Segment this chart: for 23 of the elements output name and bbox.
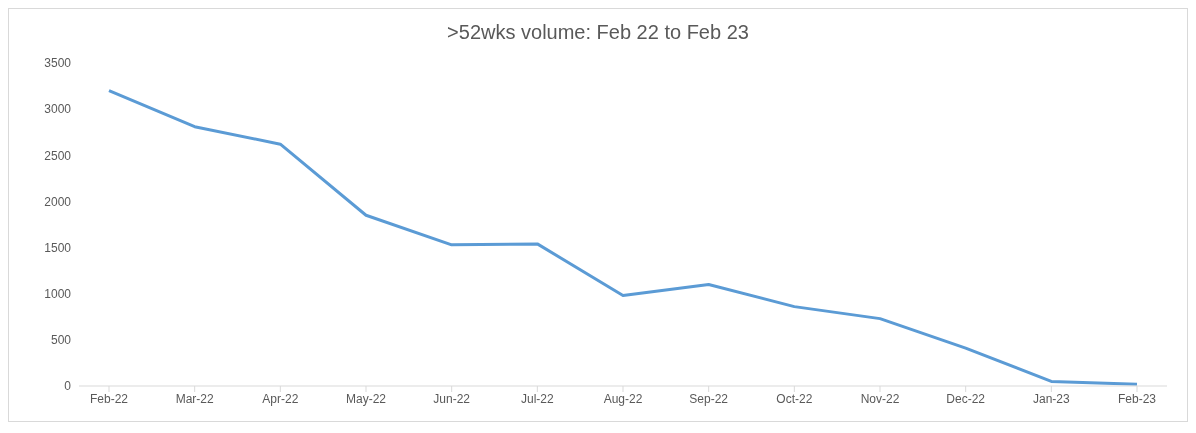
y-tick-label: 3500 xyxy=(44,56,72,71)
x-tick-label: Apr-22 xyxy=(262,391,299,406)
x-tick-label: Sep-22 xyxy=(689,391,729,406)
x-tick-label: Feb-23 xyxy=(1117,391,1157,406)
x-tick-label: Nov-22 xyxy=(860,391,900,406)
y-tick-label: 1000 xyxy=(44,286,72,301)
y-tick-label: 2000 xyxy=(44,194,72,209)
x-tick-label: Jan-23 xyxy=(1032,391,1070,406)
y-tick-label: 500 xyxy=(50,333,72,348)
x-tick-label: Mar-22 xyxy=(175,391,214,406)
y-tick-label: 2500 xyxy=(44,148,72,163)
x-tick-label: May-22 xyxy=(345,391,387,406)
y-tick-label: 3000 xyxy=(44,102,72,117)
y-tick-label: 0 xyxy=(64,379,72,394)
y-tick-label: 1500 xyxy=(44,240,72,255)
line-series xyxy=(107,89,1139,386)
x-tick-label: Aug-22 xyxy=(603,391,643,406)
x-tick-label: Jul-22 xyxy=(520,391,554,406)
chart-title: >52wks volume: Feb 22 to Feb 23 xyxy=(446,20,750,45)
x-tick-label: Feb-22 xyxy=(89,391,129,406)
x-tick-label: Jun-22 xyxy=(433,391,471,406)
x-tick-label: Dec-22 xyxy=(946,391,986,406)
x-tick-label: Oct-22 xyxy=(776,391,813,406)
